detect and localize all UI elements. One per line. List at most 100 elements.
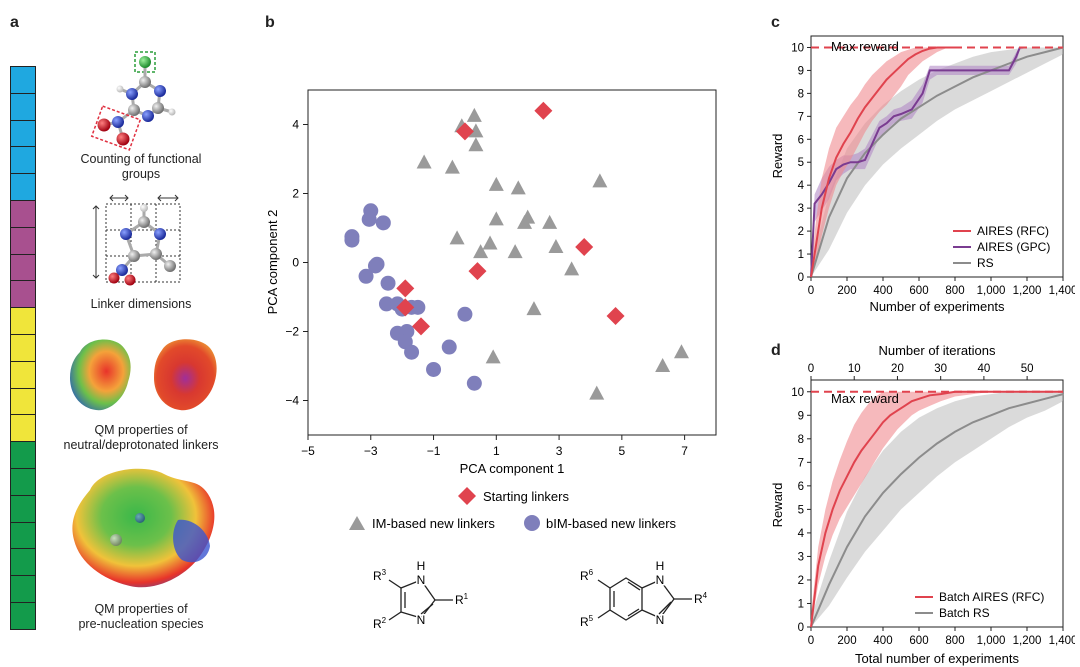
pca-y-tick-label: 4 [292, 118, 299, 132]
im-linker-point [589, 385, 605, 400]
pca-y-axis: 4 2 0 −2 −4 [285, 118, 308, 408]
chart-c-x-axis-label: Number of experiments [869, 299, 1005, 314]
pca-x-tick-label: −5 [301, 444, 315, 458]
pca-x-tick-label: −3 [364, 444, 378, 458]
qm-electrostatic-surfaces-illustration [70, 339, 217, 411]
pre-nucleation-species-surface-illustration [72, 468, 215, 588]
im-linker-point [673, 344, 689, 359]
d-x-tick-label: 1,400 [1049, 635, 1075, 647]
caption-qm-prenucleation: QM properties of pre-nucleation species [46, 602, 236, 632]
d-top-tick-label: 20 [891, 363, 904, 375]
c-y-tick-label: 6 [798, 134, 804, 146]
chart-c-frame [810, 35, 1064, 278]
pca-scatter-points [344, 101, 689, 400]
imidazole-structure: H N N R1 R3 R2 [373, 559, 469, 631]
bim-linker-point [375, 215, 391, 231]
pca-x-tick-label: 1 [493, 444, 500, 458]
feature-bar-cell-functional-groups [10, 92, 36, 121]
im-linker-point [416, 154, 432, 169]
panel-label-d: d [771, 342, 781, 359]
d-y-tick-label: 1 [798, 598, 804, 610]
d-top-tick-label: 30 [934, 363, 947, 375]
d-x-tick-label: 400 [873, 635, 892, 647]
c-legend-label: AIRES (GPC) [977, 240, 1050, 254]
functional-groups-molecule-illustration [90, 51, 176, 151]
im-linker-point [592, 173, 608, 188]
panel-label-b: b [265, 14, 275, 31]
chart-c-max-reward-label: Max reward [831, 39, 899, 54]
pca-x-tick-label: 3 [556, 444, 563, 458]
c-x-tick-label: 800 [945, 285, 964, 297]
d-y-tick-label: 4 [798, 528, 805, 540]
caption-functional-groups: Counting of functional groups [46, 152, 236, 182]
bim-r6-label: R6 [580, 568, 594, 583]
d-top-tick-label: 40 [978, 363, 991, 375]
caption-line: groups [121, 167, 161, 181]
d-band-batch-rs [811, 391, 1063, 627]
caption-qm-linkers: QM properties of neutral/deprotonated li… [36, 423, 246, 453]
c-x-tick-label: 400 [873, 285, 892, 297]
im-r3-label: R3 [373, 568, 387, 583]
bim-linker-point [466, 375, 482, 391]
bim-linker-point [344, 232, 360, 248]
panel-label-a: a [10, 14, 19, 31]
bim-linker-point [410, 299, 426, 315]
feature-bar-cell-linker-dimensions [10, 200, 36, 228]
im-linker-point [564, 261, 580, 276]
feature-bar-cell-linker-dimensions [10, 253, 36, 282]
im-linker-point [488, 211, 504, 226]
feature-bar-cell-qm-linkers [10, 387, 36, 416]
starting-linker-point [396, 298, 415, 317]
chart-d-y-axis-label: Reward [770, 483, 785, 528]
bim-linker-point [441, 339, 457, 355]
chart-d-frame [810, 379, 1064, 628]
reward-chart-d: Number of iterations 0 200 400 600 800 1,000 1… [770, 343, 1075, 666]
im-linker-point [655, 358, 671, 372]
im-r1-label: R1 [455, 592, 469, 607]
bim-linker-point [358, 268, 374, 284]
bim-linker-point [457, 306, 473, 322]
d-y-tick-label: 9 [798, 410, 804, 422]
feature-bar-cell-qm-prenucleation [10, 548, 36, 577]
pca-y-tick-label: −4 [285, 394, 299, 408]
c-x-tick-label: 1,400 [1049, 285, 1075, 297]
c-y-tick-label: 7 [798, 111, 804, 123]
d-band-batch-aires-rfc- [811, 391, 1063, 627]
d-x-tick-label: 600 [909, 635, 928, 647]
c-legend-label: AIRES (RFC) [977, 224, 1049, 238]
pca-legend: Starting linkers IM-based new linkers bI… [349, 487, 677, 531]
d-y-tick-label: 8 [798, 434, 804, 446]
c-line-rs [810, 46, 1064, 278]
c-x-tick-label: 200 [837, 285, 856, 297]
feature-bar-cell-qm-linkers [10, 414, 36, 443]
chart-d-max-reward-label: Max reward [831, 391, 899, 406]
im-linker-point [466, 107, 482, 122]
c-x-tick-label: 1,000 [977, 285, 1006, 297]
c-y-tick-label: 1 [798, 249, 804, 261]
starting-linker-point [534, 101, 553, 120]
im-linker-point [482, 235, 498, 250]
panel-label-c: c [771, 14, 780, 31]
im-linker-point [542, 214, 558, 229]
c-y-tick-label: 10 [791, 42, 804, 54]
im-n-top-label: N [417, 573, 426, 587]
feature-bar-cell-linker-dimensions [10, 226, 36, 255]
c-band-aires-rfc- [811, 47, 959, 277]
im-linker-point [526, 301, 542, 316]
d-y-tick-label: 6 [798, 481, 804, 493]
im-linker-point [488, 176, 504, 191]
linker-dimensions-molecule-illustration [92, 194, 181, 286]
chart-c-lines [810, 46, 1064, 278]
d-y-tick-label: 7 [798, 457, 804, 469]
feature-bar-cell-linker-dimensions [10, 280, 36, 309]
pca-y-tick-label: −2 [285, 325, 299, 339]
feature-bar-cell-qm-linkers [10, 334, 36, 362]
chart-c-axes: 0 200 400 600 800 1,000 1,200 1,400 0 1 2 3 4 5 6 7 8 9 10 [791, 42, 1075, 297]
feature-bar-cell-qm-prenucleation [10, 441, 36, 469]
pca-x-tick-label: −1 [427, 444, 441, 458]
caption-line: Linker dimensions [90, 297, 192, 311]
bim-r5-label: R5 [580, 614, 594, 629]
feature-bar-cell-qm-prenucleation [10, 494, 36, 523]
d-x-tick-label: 1,000 [977, 635, 1006, 647]
feature-bar-cell-qm-prenucleation [10, 521, 36, 550]
